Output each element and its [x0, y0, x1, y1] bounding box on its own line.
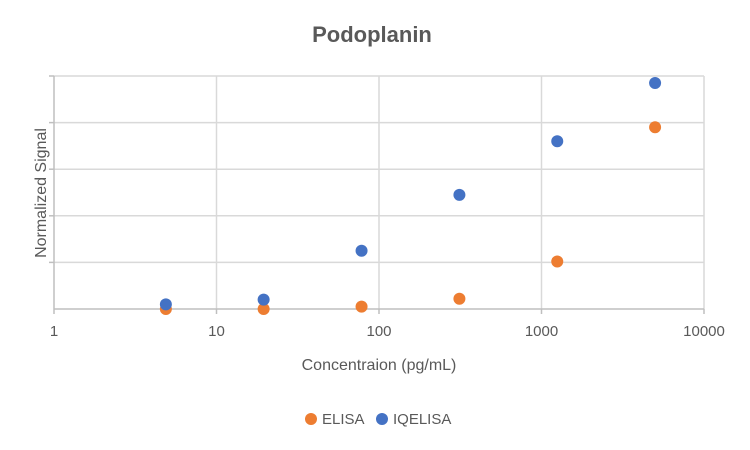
point-elisa	[257, 303, 270, 315]
x-tick-label: 10000	[683, 323, 725, 340]
x-tick-label: 10	[208, 323, 225, 340]
legend-marker-elisa	[305, 413, 317, 425]
point-iqelisa	[257, 293, 270, 306]
point-iqelisa	[649, 76, 662, 89]
point-iqelisa	[551, 135, 564, 148]
legend-label-iqelisa: IQELISA	[393, 411, 451, 428]
point-iqelisa	[355, 244, 368, 257]
legend-marker-iqelisa	[376, 413, 388, 425]
point-iqelisa	[159, 298, 172, 311]
x-tick-label: 1000	[525, 323, 558, 340]
chart-title: Podoplanin	[312, 22, 432, 47]
x-tick-label: 100	[366, 323, 391, 340]
point-elisa	[355, 300, 368, 313]
y-axis-label: Normalized Signal	[33, 128, 50, 258]
point-elisa	[649, 121, 662, 134]
x-axis-ticks: 1 10 100 1000 10000	[50, 309, 725, 340]
gridlines	[49, 75, 705, 309]
data-points	[159, 76, 662, 315]
point-elisa	[453, 292, 466, 305]
legend: ELISA IQELISA	[305, 411, 451, 428]
point-iqelisa	[453, 188, 466, 201]
point-elisa	[551, 255, 564, 268]
x-tick-label: 1	[50, 323, 58, 340]
x-axis-label: Concentraion (pg/mL)	[302, 357, 457, 374]
legend-label-elisa: ELISA	[322, 411, 365, 428]
